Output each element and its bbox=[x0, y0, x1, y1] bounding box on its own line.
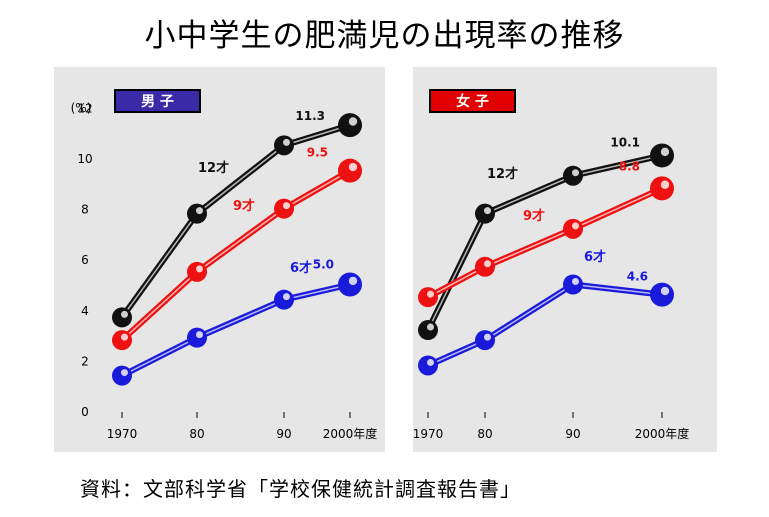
boys-y-tick-label: 0 bbox=[81, 405, 89, 419]
boys-data-point bbox=[338, 113, 362, 138]
girls-data-point bbox=[563, 165, 583, 186]
girls-data-point-shine bbox=[660, 147, 670, 157]
boys-data-point bbox=[112, 307, 132, 328]
girls-data-point bbox=[650, 282, 674, 307]
girls-data-point bbox=[650, 143, 674, 168]
girls-data-point-shine bbox=[572, 278, 579, 285]
boys-x-tick-label: 80 bbox=[189, 427, 204, 441]
boys-data-point-shine bbox=[121, 333, 128, 341]
boys-y-tick-label: 10 bbox=[77, 152, 92, 166]
girls-end-value-label: 4.6 bbox=[627, 270, 648, 284]
girls-x-tick-label: 80 bbox=[477, 427, 492, 441]
girls-data-point-shine bbox=[484, 333, 491, 341]
girls-data-point bbox=[475, 330, 495, 351]
boys-end-value-label: 11.3 bbox=[295, 109, 325, 123]
boys-data-point bbox=[112, 330, 132, 351]
source-note: 資料：文部科学省「学校保健統計調査報告書」 bbox=[80, 477, 521, 501]
boys-data-point bbox=[338, 158, 362, 183]
boys-data-point bbox=[274, 135, 294, 156]
girls-data-point bbox=[418, 320, 438, 341]
boys-data-point-shine bbox=[196, 265, 203, 273]
boys-series-highlight-1 bbox=[121, 169, 351, 341]
boys-data-point-shine bbox=[121, 310, 128, 318]
boys-series-name: 9才 bbox=[233, 198, 255, 214]
boys-series-name: 12才 bbox=[198, 160, 229, 176]
girls-data-point-shine bbox=[572, 169, 579, 177]
girls-series-name: 9才 bbox=[523, 208, 545, 224]
page-title: 小中学生の肥満児の出現率の推移 bbox=[144, 18, 625, 54]
boys-data-point bbox=[274, 198, 294, 219]
boys-data-point bbox=[187, 203, 207, 224]
girls-x-tick-label: 90 bbox=[565, 427, 580, 441]
boys-data-point-shine bbox=[348, 117, 358, 126]
girls-end-value-label: 8.8 bbox=[619, 159, 640, 173]
girls-data-point bbox=[563, 274, 583, 295]
girls-data-point-shine bbox=[484, 207, 491, 215]
boys-series-highlight-0 bbox=[121, 124, 351, 318]
girls-series-line-2 bbox=[426, 281, 663, 369]
boys-y-tick-label: 12 bbox=[77, 101, 92, 115]
girls-x-tick-label: 2000年度 bbox=[635, 426, 690, 441]
girls-data-point bbox=[475, 203, 495, 224]
boys-data-point-shine bbox=[283, 202, 290, 210]
boys-data-point bbox=[274, 289, 294, 310]
boys-y-tick-label: 8 bbox=[81, 203, 89, 217]
boys-x-tick-label: 2000年度 bbox=[323, 426, 378, 441]
girls-series-highlight-0 bbox=[427, 154, 663, 331]
girls-end-value-label: 10.1 bbox=[610, 135, 640, 149]
girls-data-point bbox=[475, 256, 495, 277]
girls-data-point-shine bbox=[660, 286, 670, 296]
boys-end-value-label: 5.0 bbox=[313, 258, 334, 272]
boys-legend-box bbox=[114, 89, 201, 113]
boys-series-line-1 bbox=[119, 168, 352, 343]
boys-data-point-shine bbox=[121, 369, 128, 377]
boys-data-point bbox=[112, 365, 132, 386]
girls-data-point bbox=[418, 287, 438, 308]
boys-x-tick-label: 1970 bbox=[107, 427, 138, 441]
boys-data-point-shine bbox=[283, 293, 290, 301]
girls-data-point-shine bbox=[484, 260, 491, 268]
girls-x-tick-label: 1970 bbox=[413, 427, 444, 441]
girls-data-point-shine bbox=[572, 222, 579, 230]
boys-data-point bbox=[338, 272, 362, 297]
boys-series-name: 6才 bbox=[290, 260, 312, 276]
girls-series-highlight-1 bbox=[427, 187, 663, 298]
boys-data-point-shine bbox=[348, 162, 358, 172]
boys-y-tick-label: 4 bbox=[81, 304, 89, 318]
boys-data-point bbox=[187, 327, 207, 348]
boys-x-tick-label: 90 bbox=[276, 427, 291, 441]
boys-data-point-shine bbox=[196, 207, 203, 215]
boys-legend-label: 男 子 bbox=[141, 94, 174, 110]
girls-data-point-shine bbox=[427, 290, 434, 298]
girls-data-point-shine bbox=[427, 358, 434, 366]
boys-y-tick-label: 6 bbox=[81, 253, 89, 267]
boys-data-point-shine bbox=[283, 138, 290, 146]
girls-series-name: 12才 bbox=[487, 166, 518, 182]
girls-data-point bbox=[563, 218, 583, 239]
girls-series-name: 6才 bbox=[584, 249, 606, 265]
girls-data-point bbox=[650, 176, 674, 201]
girls-legend-label: 女 子 bbox=[456, 93, 489, 110]
boys-series-highlight-2 bbox=[121, 283, 351, 377]
boys-series-line-2 bbox=[120, 281, 351, 379]
boys-data-point-shine bbox=[196, 331, 203, 339]
girls-data-point bbox=[418, 355, 438, 376]
boys-data-point bbox=[187, 261, 207, 282]
girls-data-point-shine bbox=[427, 323, 434, 331]
boys-y-tick-label: 2 bbox=[81, 354, 89, 368]
boys-y-unit-label: (%) bbox=[71, 101, 92, 115]
girls-series-highlight-2 bbox=[427, 283, 663, 367]
boys-data-point-shine bbox=[348, 276, 358, 286]
girls-data-point-shine bbox=[660, 180, 670, 189]
girls-legend-box bbox=[429, 89, 516, 113]
boys-end-value-label: 9.5 bbox=[307, 146, 328, 160]
